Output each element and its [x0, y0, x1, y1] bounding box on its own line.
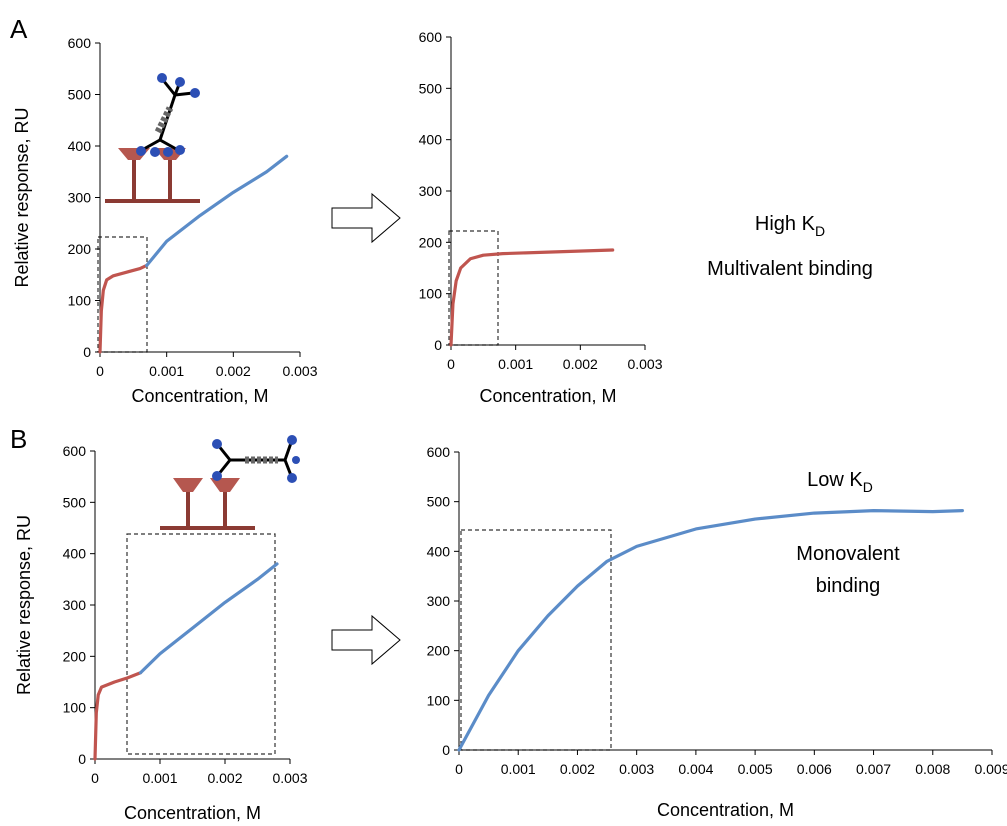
zoom-box — [460, 529, 612, 751]
annotation: Multivalent binding — [707, 258, 873, 280]
x-axis-title: Concentration, M — [479, 386, 616, 406]
y-axis-title: Relative response, RU — [14, 515, 34, 695]
x-tick-label: 0.002 — [207, 770, 242, 786]
y-tick-label: 200 — [68, 241, 92, 257]
series-line — [145, 154, 289, 268]
panel-label: A — [10, 14, 28, 44]
y-tick-label: 200 — [427, 643, 451, 659]
y-tick-label: 0 — [83, 344, 91, 360]
x-tick-label: 0.001 — [498, 356, 533, 372]
x-tick-label: 0.002 — [560, 761, 595, 777]
y-tick-label: 600 — [68, 35, 92, 51]
y-tick-label: 300 — [419, 183, 443, 199]
series-line — [449, 248, 615, 347]
y-tick-label: 100 — [63, 700, 87, 716]
x-tick-label: 0.006 — [797, 761, 832, 777]
x-tick-label: 0 — [447, 356, 455, 372]
y-tick-label: 500 — [63, 494, 87, 510]
panel-label: B — [10, 424, 27, 454]
x-tick-label: 0.003 — [282, 363, 317, 379]
zoom-box — [97, 236, 148, 353]
y-tick-label: 100 — [68, 293, 92, 309]
x-tick-label: 0 — [455, 761, 463, 777]
y-tick-label: 500 — [427, 494, 451, 510]
x-tick-label: 0.009 — [974, 761, 1007, 777]
y-tick-label: 0 — [442, 742, 450, 758]
y-tick-label: 400 — [427, 543, 451, 559]
y-tick-label: 300 — [427, 593, 451, 609]
y-tick-label: 200 — [419, 234, 443, 250]
y-tick-label: 300 — [63, 597, 87, 613]
x-axis-title: Concentration, M — [657, 800, 794, 820]
y-axis-title: Relative response, RU — [12, 107, 32, 287]
annotation: High KD — [755, 213, 825, 239]
annotation: Low KD — [807, 469, 873, 495]
y-tick-label: 0 — [78, 751, 86, 767]
x-tick-label: 0.004 — [678, 761, 713, 777]
x-tick-label: 0.003 — [272, 770, 307, 786]
zoom-box — [126, 533, 276, 755]
x-tick-label: 0.002 — [563, 356, 598, 372]
x-tick-label: 0.001 — [142, 770, 177, 786]
annotation: Monovalent — [796, 543, 900, 565]
y-tick-label: 600 — [63, 443, 87, 459]
x-axis-title: Concentration, M — [124, 803, 261, 823]
y-tick-label: 400 — [63, 546, 87, 562]
x-tick-label: 0.003 — [619, 761, 654, 777]
y-tick-label: 500 — [419, 80, 443, 96]
y-tick-label: 0 — [434, 337, 442, 353]
arrow — [331, 192, 401, 244]
x-tick-label: 0 — [96, 363, 104, 379]
y-tick-label: 400 — [68, 138, 92, 154]
series-line — [457, 509, 964, 752]
y-tick-label: 100 — [419, 286, 443, 302]
antibody-icon — [105, 73, 200, 203]
series-line — [98, 263, 149, 354]
series-line — [138, 562, 279, 675]
antibody-icon — [160, 435, 300, 530]
series-line — [93, 671, 143, 761]
y-tick-label: 600 — [427, 444, 451, 460]
x-tick-label: 0.002 — [216, 363, 251, 379]
x-axis-title: Concentration, M — [131, 386, 268, 406]
y-tick-label: 200 — [63, 648, 87, 664]
arrow — [331, 614, 401, 666]
y-tick-label: 600 — [419, 29, 443, 45]
x-tick-label: 0.001 — [149, 363, 184, 379]
x-tick-label: 0.005 — [738, 761, 773, 777]
x-tick-label: 0.007 — [856, 761, 891, 777]
x-tick-label: 0.001 — [501, 761, 536, 777]
y-tick-label: 300 — [68, 190, 92, 206]
x-tick-label: 0 — [91, 770, 99, 786]
y-tick-label: 100 — [427, 692, 451, 708]
zoom-box — [448, 230, 499, 346]
y-tick-label: 500 — [68, 87, 92, 103]
annotation: binding — [816, 575, 881, 597]
x-tick-label: 0.003 — [627, 356, 662, 372]
x-tick-label: 0.008 — [915, 761, 950, 777]
y-tick-label: 400 — [419, 132, 443, 148]
